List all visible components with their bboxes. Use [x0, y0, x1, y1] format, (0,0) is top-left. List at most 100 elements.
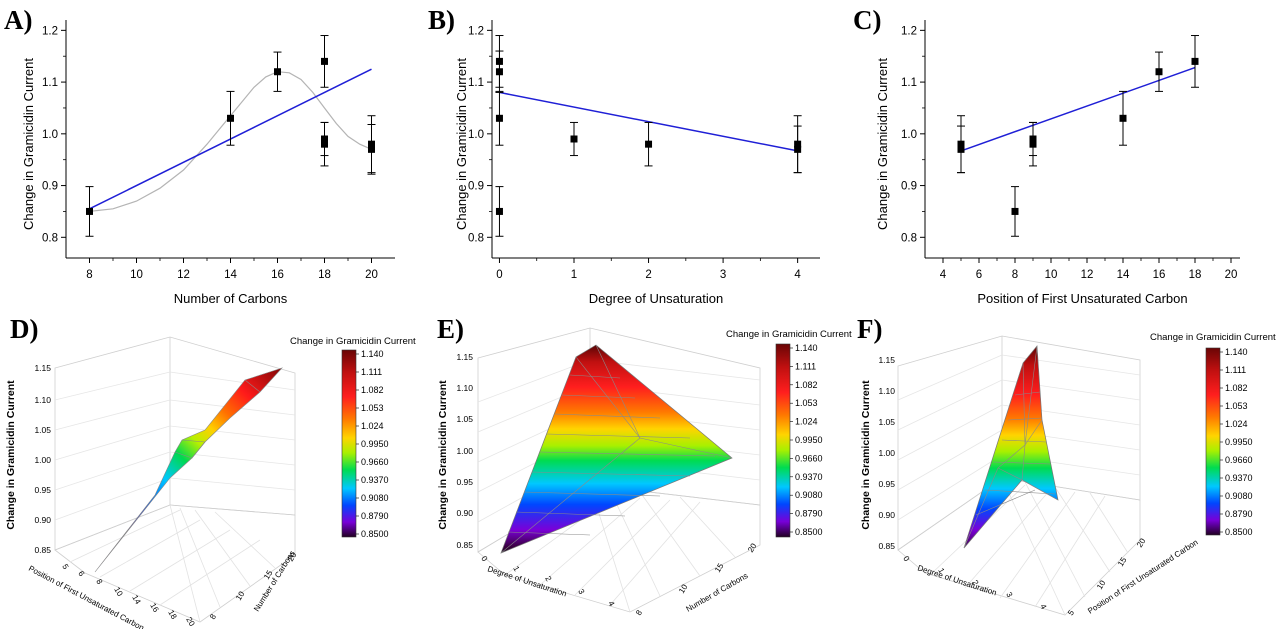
- cb-5-label-1: 1.111: [1225, 365, 1246, 375]
- a-xtick-label-2: 12: [177, 269, 190, 281]
- d-ztick-1: 0.90: [34, 515, 51, 525]
- cb-5-label-2: 1.082: [1225, 383, 1248, 393]
- b-fit-line: [499, 91, 798, 152]
- a-point-1: [227, 114, 234, 122]
- c-xtick-label-8: 20: [1225, 269, 1238, 281]
- c-point-1: [957, 140, 965, 148]
- cb-5-label-0: 1.140: [1225, 347, 1248, 357]
- a-xtick-label-6: 20: [365, 269, 378, 281]
- cb-5-label-3: 1.053: [1225, 401, 1248, 411]
- c-xtick-label-2: 8: [1012, 269, 1018, 281]
- chart-e-zticks: 0.85 0.90 0.95 1.00 1.05 1.10 1.15: [456, 352, 473, 550]
- b-point-5: [645, 140, 653, 148]
- f-ftick-3: 3: [1004, 591, 1014, 600]
- c-point-5: [1119, 114, 1127, 122]
- a-ytick-label-3: 1.1: [42, 77, 58, 89]
- a-ytick-label-1: 0.9: [42, 181, 58, 193]
- e-stick-2: 15: [713, 561, 726, 574]
- e-ylabel: Number of Carbons: [685, 571, 750, 614]
- f-ftick-4: 4: [1038, 603, 1048, 612]
- d-ztick-3: 1.00: [34, 455, 51, 465]
- panel-label-f: F): [857, 314, 882, 344]
- cb-3-label-6: 0.9660: [361, 457, 389, 467]
- cb-5-label-10: 0.8500: [1225, 527, 1253, 537]
- cb-4-label-8: 0.9080: [795, 490, 823, 500]
- f-colorbar: [1205, 347, 1221, 536]
- c-xtick-label-3: 10: [1045, 269, 1058, 281]
- d-ftick-5: 16: [148, 602, 161, 615]
- f-zlabel: Change in Gramicidin Current: [860, 380, 872, 530]
- a-point-3: [321, 57, 328, 65]
- d-ztick-2: 0.95: [34, 485, 51, 495]
- b-ytick-label-2: 1.0: [468, 129, 484, 141]
- c-point-2: [1011, 207, 1019, 215]
- chart-d-surface: [94, 367, 283, 573]
- d-stick-1: 10: [234, 589, 247, 602]
- d-ftick-2: 8: [94, 578, 104, 587]
- a-xtick-label-5: 18: [318, 269, 331, 281]
- c-ytick-label-2: 1.0: [901, 129, 917, 141]
- panel-label-e: E): [437, 314, 464, 344]
- e-ztick-0: 0.85: [456, 540, 473, 550]
- cb-3-label-0: 1.140: [361, 349, 384, 359]
- e-ftick-2: 2: [543, 575, 553, 584]
- c-ytick-label-3: 1.1: [901, 77, 917, 89]
- b-point-4: [570, 135, 578, 143]
- c-ylabel: Change in Gramicidin Current: [875, 58, 890, 230]
- cb-4-label-1: 1.111: [795, 361, 816, 371]
- b-point-7: [794, 140, 802, 148]
- c-ytick-label-4: 1.2: [901, 25, 917, 37]
- d-ftick-7: 20: [184, 616, 197, 629]
- e-ztick-5: 1.10: [456, 383, 473, 393]
- f-ztick-5: 1.10: [878, 386, 895, 396]
- cb-4-label-2: 1.082: [795, 380, 818, 390]
- d-colorbar-title: Change in Gramicidin Current: [290, 336, 416, 347]
- f-ztick-6: 1.15: [878, 355, 895, 365]
- e-ftick-1: 1: [511, 565, 521, 574]
- e-xlabel: Degree of Unsaturation: [486, 564, 567, 598]
- chart-f-zticks: 0.85 0.90 0.95 1.00 1.05 1.10 1.15: [878, 355, 895, 551]
- cb-5-label-4: 1.024: [1225, 419, 1248, 429]
- e-ftick-4: 4: [606, 600, 616, 609]
- cb-4-label-10: 0.8500: [795, 527, 823, 537]
- a-point-0: [86, 207, 93, 215]
- f-ftick-0: 0: [901, 555, 911, 564]
- f-ztick-4: 1.05: [878, 417, 895, 427]
- c-xtick-label-7: 18: [1189, 269, 1202, 281]
- panel-label-a: A): [4, 5, 33, 35]
- d-zlabel: Change in Gramicidin Current: [5, 380, 17, 530]
- b-xlabel: Degree of Unsaturation: [589, 291, 723, 306]
- c-fit-line: [960, 66, 1196, 152]
- cb-4-label-0: 1.140: [795, 343, 818, 353]
- chart-c: 0.8 0.9 1.0 1.1 1.2 4 6 8 10 12 14 16 18 20 Position o…: [875, 20, 1240, 306]
- cb-4-label-6: 0.9660: [795, 453, 823, 463]
- cb-5-label-8: 0.9080: [1225, 491, 1253, 501]
- chart-f-surface: [963, 345, 1059, 549]
- c-ytick-label-1: 0.9: [901, 181, 917, 193]
- cb-3-label-5: 0.9950: [361, 439, 389, 449]
- c-xtick-label-5: 14: [1117, 269, 1130, 281]
- f-ftick-2: 2: [970, 579, 980, 588]
- d-ftick-3: 10: [112, 586, 125, 599]
- c-xtick-label-1: 6: [976, 269, 982, 281]
- chart-d-3d: 0.85 0.90 0.95 1.00 1.05 1.10 1.15 Chang…: [5, 336, 416, 629]
- e-ztick-1: 0.90: [456, 508, 473, 518]
- chart-d-zticks: 0.85 0.90 0.95 1.00 1.05 1.10 1.15: [34, 363, 51, 555]
- cb-5-label-7: 0.9370: [1225, 473, 1253, 483]
- f-ztick-2: 0.95: [878, 479, 895, 489]
- cb-3-label-10: 0.8500: [361, 529, 389, 539]
- panel-label-c: C): [853, 5, 882, 35]
- f-stick-2: 15: [1116, 555, 1129, 568]
- b-ylabel: Change in Gramicidin Current: [454, 58, 469, 230]
- e-stick-3: 20: [746, 541, 759, 554]
- b-ytick-label-0: 0.8: [468, 232, 484, 244]
- d-ftick-6: 18: [166, 609, 179, 622]
- b-xtick-label-4: 4: [794, 269, 801, 281]
- b-ytick-label-3: 1.1: [468, 77, 484, 89]
- chart-f-3d: 0.85 0.90 0.95 1.00 1.05 1.10 1.15 Chang…: [860, 332, 1276, 617]
- e-ztick-6: 1.15: [456, 352, 473, 362]
- b-point-0: [495, 207, 503, 215]
- a-point-5: [321, 135, 328, 143]
- c-xtick-label-4: 12: [1081, 269, 1094, 281]
- e-ztick-3: 1.00: [456, 446, 473, 456]
